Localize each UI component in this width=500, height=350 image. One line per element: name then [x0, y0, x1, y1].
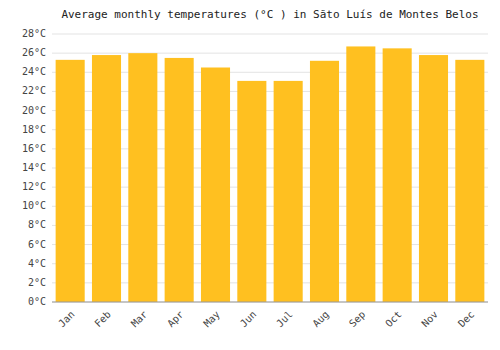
x-tick-label: Mar	[129, 309, 150, 330]
y-tick-label: 16°C	[22, 143, 46, 154]
y-tick-label: 28°C	[22, 28, 46, 39]
x-axis: Jan Feb Mar Apr May Jun Jul Aug Sep Oct Nov Dec	[52, 302, 488, 329]
x-tick-label: Dec	[456, 309, 477, 330]
x-tick-label: May	[201, 309, 222, 330]
x-tick-label: Feb	[92, 309, 113, 330]
y-tick-label: 0°C	[28, 296, 46, 307]
bar	[237, 81, 266, 302]
x-tick-label: Nov	[419, 309, 440, 330]
page: {"chart_data": {"type": "bar", "title": …	[0, 0, 500, 350]
bar	[165, 58, 194, 302]
grid-line	[52, 34, 488, 35]
bar	[383, 48, 412, 302]
y-tick-label: 26°C	[22, 47, 46, 58]
y-tick-label: 24°C	[22, 66, 46, 77]
y-tick-label: 6°C	[28, 239, 46, 250]
bar	[128, 53, 157, 302]
bars	[56, 46, 485, 302]
chart-container: 0°C 2°C 4°C 6°C 8°C 10°C 12°C 14°C 16°C 18°C 20°C 2…	[0, 0, 500, 350]
y-tick-label: 22°C	[22, 85, 46, 96]
y-axis: 0°C 2°C 4°C 6°C 8°C 10°C 12°C 14°C 16°C 18°C 20°C 2…	[22, 28, 46, 307]
x-tick-label: Oct	[383, 309, 404, 330]
y-tick-label: 10°C	[22, 200, 46, 211]
bar	[455, 60, 484, 302]
y-tick-label: 20°C	[22, 105, 46, 116]
x-tick-label: Aug	[310, 309, 331, 330]
title: Average monthly temperatures (°C ) in Sã…	[61, 8, 478, 21]
bar	[92, 55, 121, 302]
y-tick-label: 4°C	[28, 258, 46, 269]
x-tick-label: Sep	[347, 309, 368, 330]
x-tick-label: Jun	[238, 309, 259, 330]
x-tick-label: Jan	[56, 309, 77, 330]
y-tick-label: 18°C	[22, 124, 46, 135]
y-tick-label: 12°C	[22, 181, 46, 192]
grid-line	[52, 302, 488, 303]
bar	[310, 61, 339, 302]
bar	[201, 68, 230, 303]
grid-line	[52, 53, 488, 54]
x-tick-label: Apr	[165, 309, 186, 330]
bar	[274, 81, 303, 302]
y-tick-label: 8°C	[28, 219, 46, 230]
x-tick-label: Jul	[274, 309, 295, 330]
grid	[52, 34, 488, 302]
chart-svg: 0°C 2°C 4°C 6°C 8°C 10°C 12°C 14°C 16°C 18°C 20°C 2…	[0, 0, 500, 350]
bar	[346, 46, 375, 302]
y-tick-label: 14°C	[22, 162, 46, 173]
y-tick-label: 2°C	[28, 277, 46, 288]
bar	[419, 55, 448, 302]
bar	[56, 60, 85, 302]
x-axis-line	[52, 302, 488, 303]
